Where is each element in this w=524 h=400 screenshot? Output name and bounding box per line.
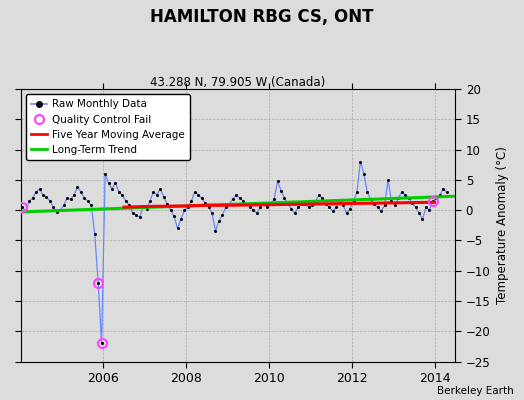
Legend: Raw Monthly Data, Quality Control Fail, Five Year Moving Average, Long-Term Tren: Raw Monthly Data, Quality Control Fail, … bbox=[26, 94, 190, 160]
Y-axis label: Temperature Anomaly (°C): Temperature Anomaly (°C) bbox=[496, 146, 509, 304]
Text: HAMILTON RBG CS, ONT: HAMILTON RBG CS, ONT bbox=[150, 8, 374, 26]
Text: Berkeley Earth: Berkeley Earth bbox=[437, 386, 514, 396]
Title: 43.288 N, 79.905 W (Canada): 43.288 N, 79.905 W (Canada) bbox=[150, 76, 325, 89]
